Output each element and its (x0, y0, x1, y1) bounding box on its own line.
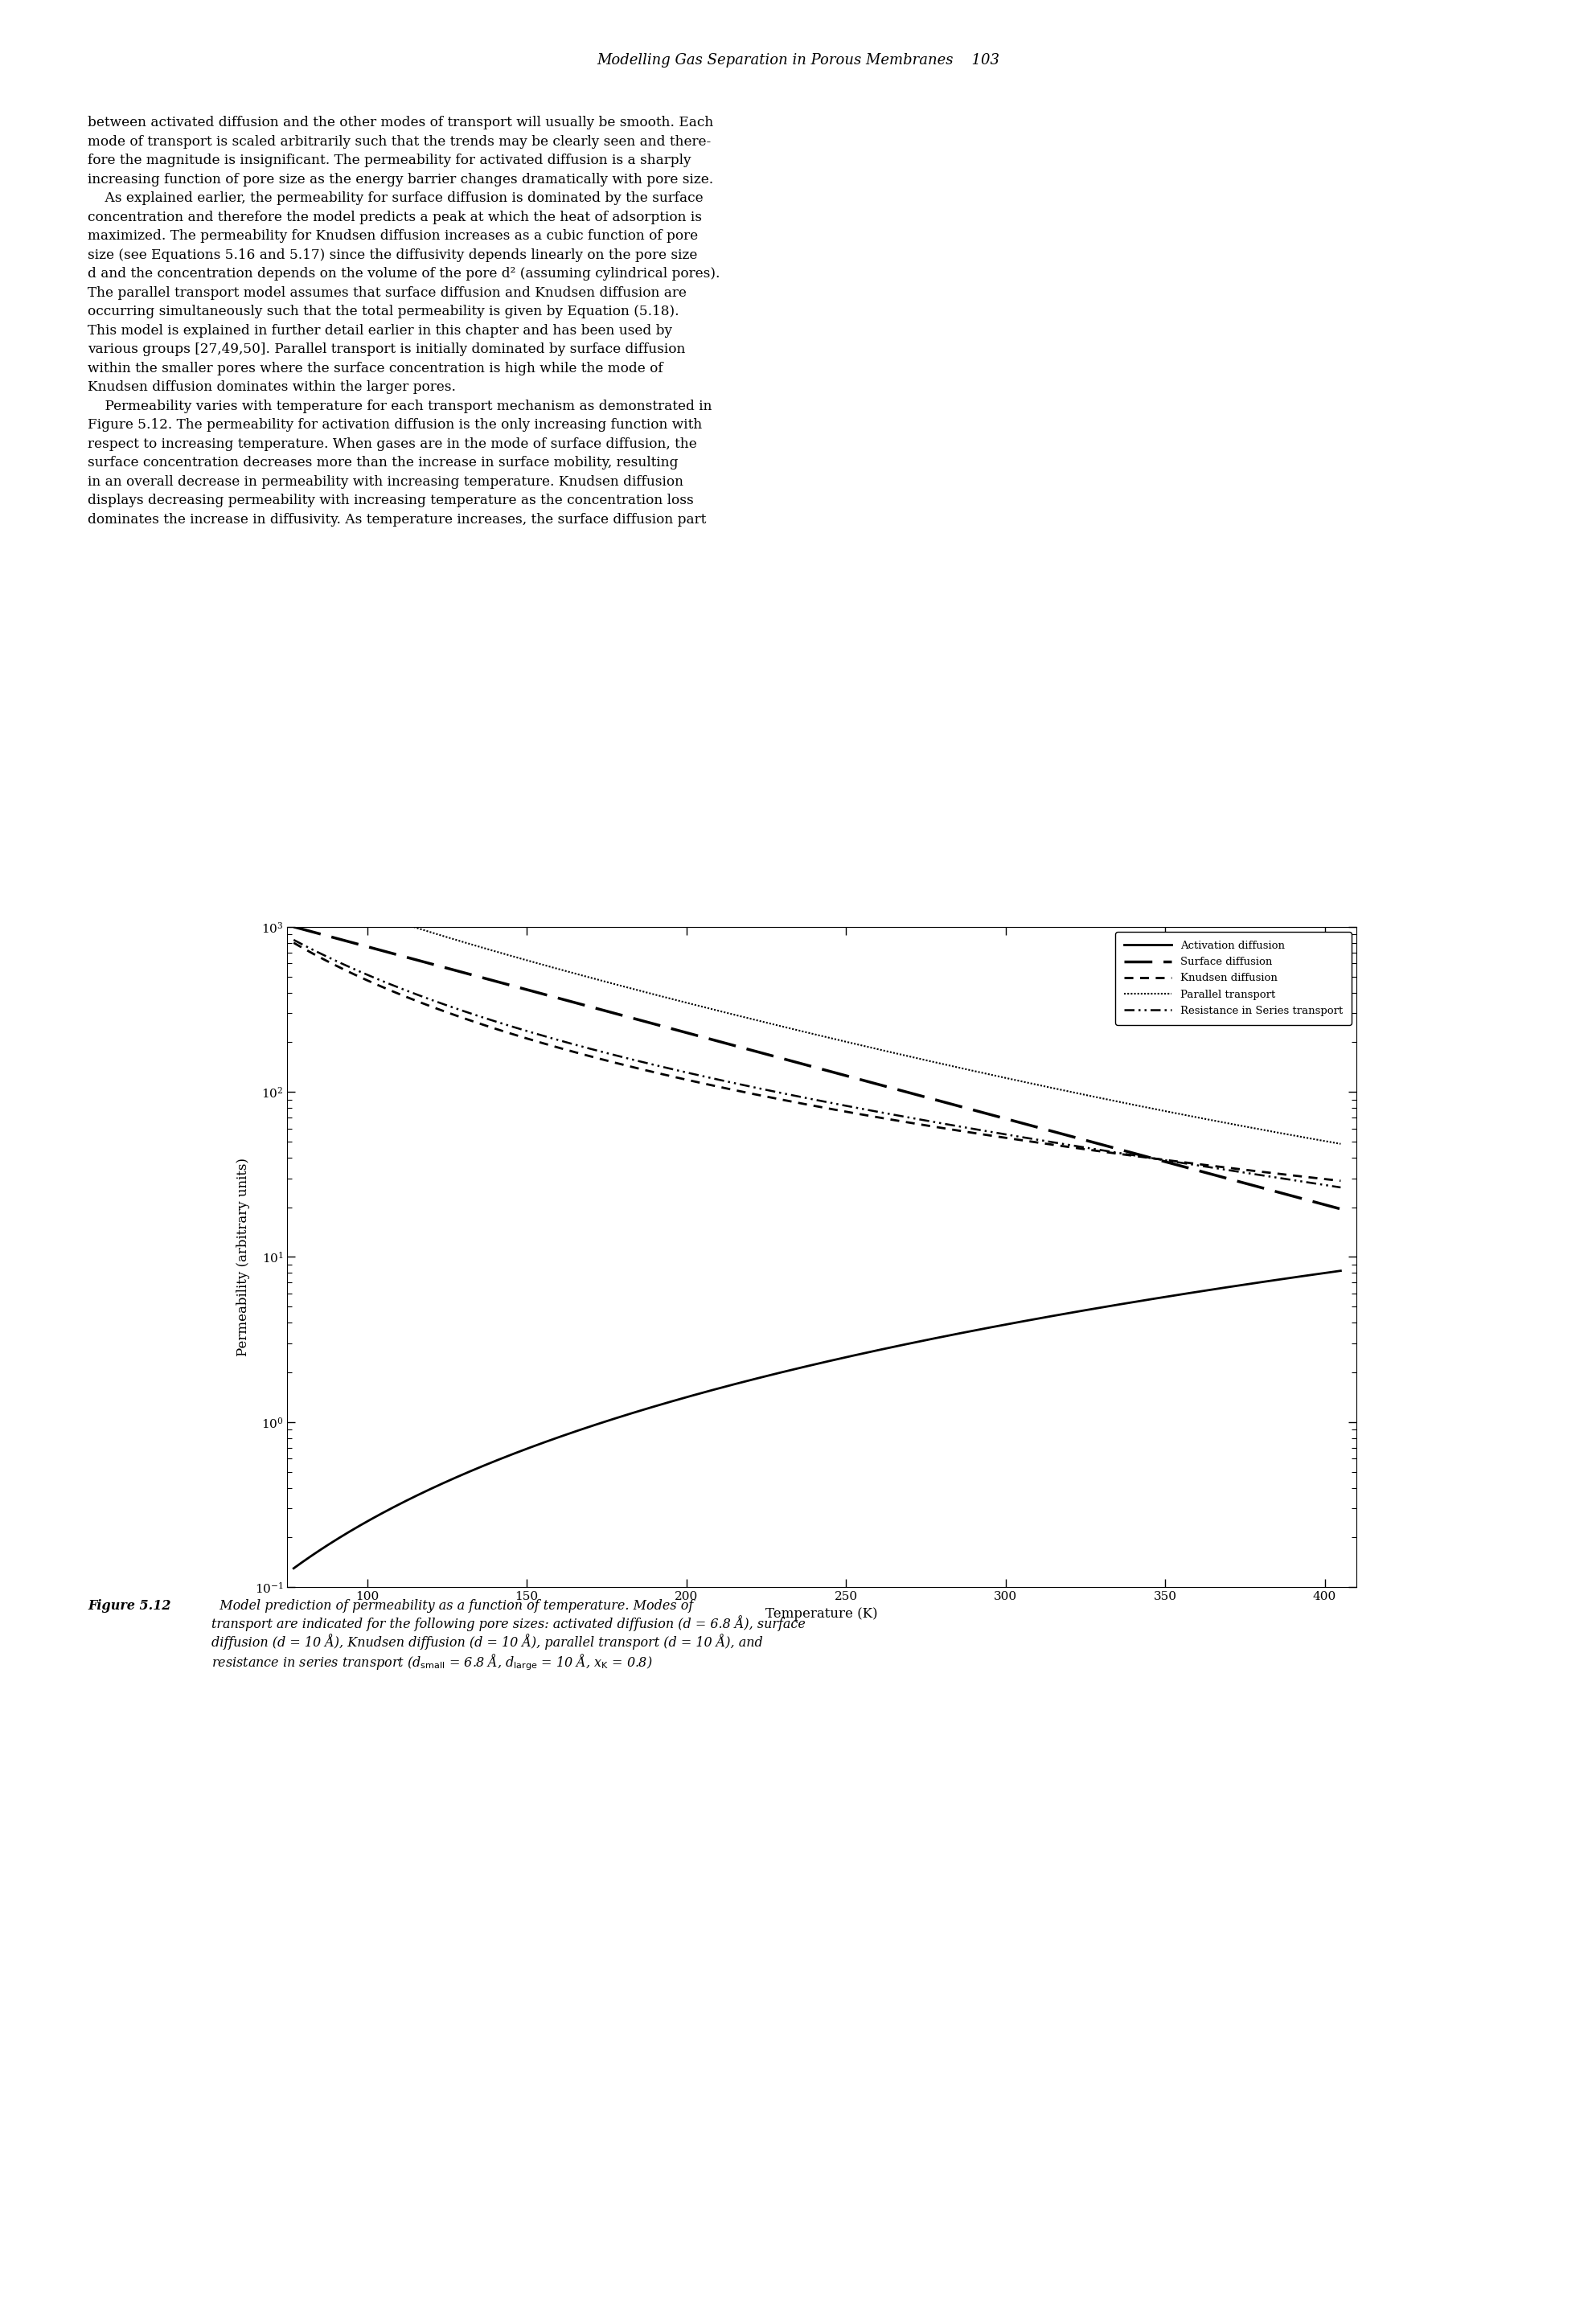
Activation diffusion (1331, 1256, 1350, 1284)
Knudsen diffusion (1331, 1168, 1350, 1196)
Legend: Activation diffusion, Surface diffusion, Knudsen diffusion, Parallel transport, : Activation diffusion, Surface diffusion,… (1116, 931, 1352, 1024)
Activation diffusion (554, 1423, 573, 1450)
Parallel transport (758, 1008, 777, 1036)
Resistance in Series transport (284, 927, 303, 955)
Line: Knudsen diffusion: Knudsen diffusion (294, 943, 1341, 1182)
Text: Modelling Gas Separation in Porous Membranes    103: Modelling Gas Separation in Porous Membr… (597, 53, 999, 67)
Activation diffusion (1073, 1298, 1092, 1325)
Parallel transport (554, 957, 573, 985)
Text: Model prediction of permeability as a function of temperature. Modes of
transpor: Model prediction of permeability as a fu… (211, 1599, 806, 1673)
Parallel transport (1073, 1080, 1092, 1108)
Resistance in Series transport (758, 1075, 777, 1103)
Surface diffusion (1331, 1196, 1350, 1223)
Resistance in Series transport (1073, 1133, 1092, 1161)
Line: Surface diffusion: Surface diffusion (294, 927, 1341, 1209)
Parallel transport (983, 1061, 1002, 1089)
Surface diffusion (1073, 1126, 1092, 1154)
Parallel transport (284, 871, 303, 899)
Knudsen diffusion (758, 1082, 777, 1110)
Resistance in Series transport (902, 1103, 921, 1131)
Knudsen diffusion (469, 1010, 488, 1038)
Knudsen diffusion (554, 1036, 573, 1064)
Surface diffusion (758, 1040, 777, 1068)
Resistance in Series transport (1331, 1172, 1350, 1200)
Activation diffusion (983, 1314, 1002, 1342)
Resistance in Series transport (469, 1003, 488, 1031)
Line: Parallel transport: Parallel transport (294, 885, 1341, 1145)
Resistance in Series transport (554, 1026, 573, 1054)
Line: Activation diffusion: Activation diffusion (294, 1270, 1341, 1569)
Activation diffusion (284, 1555, 303, 1583)
Resistance in Series transport (983, 1119, 1002, 1147)
Y-axis label: Permeability (arbitrary units): Permeability (arbitrary units) (236, 1158, 251, 1355)
Text: between activated diffusion and the other modes of transport will usually be smo: between activated diffusion and the othe… (88, 116, 720, 526)
Surface diffusion (902, 1080, 921, 1108)
Knudsen diffusion (1073, 1135, 1092, 1163)
Activation diffusion (758, 1362, 777, 1390)
Parallel transport (1331, 1131, 1350, 1158)
Surface diffusion (469, 964, 488, 992)
Activation diffusion (469, 1453, 488, 1481)
Parallel transport (469, 934, 488, 962)
Line: Resistance in Series transport: Resistance in Series transport (294, 941, 1341, 1186)
X-axis label: Temperature (K): Temperature (K) (766, 1606, 878, 1620)
Surface diffusion (983, 1101, 1002, 1128)
Knudsen diffusion (284, 929, 303, 957)
Knudsen diffusion (902, 1110, 921, 1138)
Surface diffusion (284, 913, 303, 941)
Activation diffusion (902, 1330, 921, 1358)
Knudsen diffusion (983, 1121, 1002, 1149)
Surface diffusion (554, 985, 573, 1013)
Text: Figure 5.12: Figure 5.12 (88, 1599, 171, 1613)
Parallel transport (902, 1043, 921, 1070)
